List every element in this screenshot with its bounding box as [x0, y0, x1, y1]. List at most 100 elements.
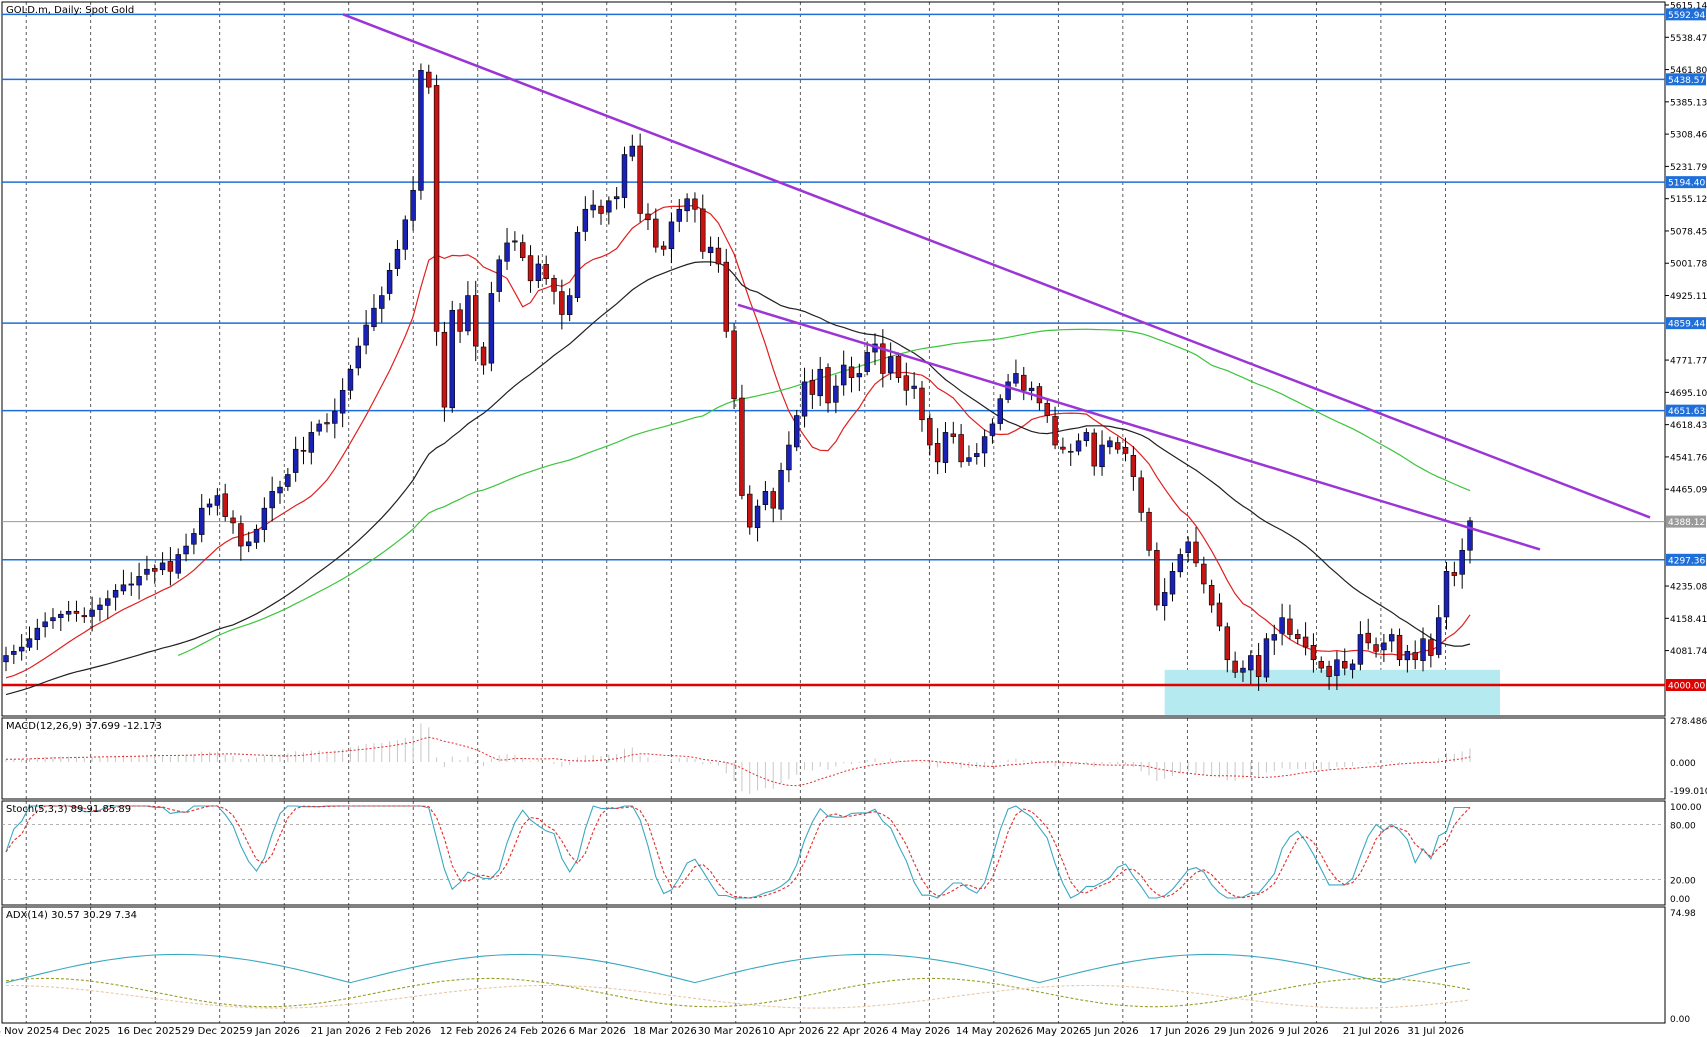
- candle-bear: [551, 278, 557, 292]
- y-tick-label: 4695.10: [1670, 389, 1707, 399]
- candle-bull: [856, 373, 863, 378]
- candle-bull: [198, 507, 205, 535]
- candle-bear: [426, 71, 432, 88]
- macd-panel[interactable]: [1, 717, 1666, 800]
- candle-bull: [386, 269, 393, 294]
- moving-averages: [5, 204, 1471, 696]
- x-tick-label: 29 Jun 2026: [1214, 1026, 1274, 1037]
- candle-bull: [590, 204, 596, 211]
- candle-bull: [613, 196, 620, 200]
- candle-bull: [684, 198, 690, 212]
- x-tick-label: 9 Jan 2026: [246, 1026, 300, 1037]
- candle-bull: [277, 486, 283, 494]
- candle-bull: [112, 589, 119, 598]
- candle-bull: [833, 385, 839, 403]
- candle-bull: [1248, 655, 1254, 671]
- candle-bull: [535, 263, 542, 281]
- x-tick-label: 6 Mar 2026: [569, 1026, 626, 1037]
- candle-bear: [700, 208, 706, 252]
- candle-bear: [950, 433, 957, 437]
- macd-title: MACD(12,26,9) 37.699 -12.173: [6, 721, 162, 732]
- adx-title: ADX(14) 30.57 30.29 7.34: [6, 910, 137, 921]
- candle-bear: [543, 264, 549, 280]
- candle-bull: [1404, 651, 1411, 661]
- minus-di-line: [6, 984, 1471, 1009]
- candle-bear: [598, 205, 604, 214]
- candle-bear: [1318, 660, 1324, 669]
- candle-bear: [81, 615, 88, 618]
- candle-bull: [18, 646, 25, 652]
- y-tick-label: 5231.79: [1670, 163, 1707, 173]
- price-labels: 5592.94 5438.57 5194.40 4859.44 4651.63 4297.…: [1666, 8, 1706, 692]
- candle-bear: [919, 387, 925, 421]
- candle-bull: [817, 368, 823, 397]
- candle-bear: [958, 434, 964, 463]
- candle-bear: [1208, 585, 1215, 606]
- x-tick-label: 22 Apr 2026: [827, 1026, 889, 1037]
- candle-bear: [1302, 636, 1309, 648]
- x-tick-label: 9 Jul 2026: [1278, 1026, 1328, 1037]
- candle-bear: [473, 295, 479, 347]
- candle-bull: [504, 242, 510, 262]
- macd-tick: 278.486: [1670, 717, 1707, 727]
- candle-bear: [1342, 661, 1348, 669]
- main-panel[interactable]: [1, 1, 1666, 717]
- candle-bear: [1193, 541, 1199, 564]
- stoch-tick: 0.00: [1670, 895, 1690, 905]
- candle-bull: [1099, 444, 1105, 468]
- candle-bull: [974, 453, 980, 457]
- candle-bull: [1177, 554, 1184, 573]
- candle-bear: [324, 422, 330, 425]
- candle-bull: [1083, 432, 1090, 442]
- y-tick-label: 5615.14: [1670, 2, 1707, 12]
- candle-bear: [1091, 432, 1097, 467]
- trendlines[interactable]: [342, 13, 1651, 551]
- candle-bull: [269, 491, 275, 509]
- level-tag-text: 4000.00: [1668, 682, 1705, 692]
- candle-bull: [512, 240, 518, 243]
- candle-bear: [1036, 386, 1043, 404]
- candle-bull: [159, 562, 166, 571]
- candle-bull: [1388, 634, 1395, 642]
- level-tag-text: 4859.44: [1668, 320, 1705, 330]
- x-tick-label: 21 Jul 2026: [1343, 1026, 1400, 1037]
- candle-bear: [747, 493, 753, 528]
- candle-bear: [1052, 416, 1058, 446]
- current-price-tag: [1666, 515, 1706, 528]
- candle-bear: [480, 346, 487, 366]
- level-tag: [1666, 176, 1706, 189]
- adx-indicator: 74.98 0.00: [5, 909, 1696, 1025]
- x-tick-label: 12 Feb 2026: [440, 1026, 502, 1037]
- candle-bull: [1435, 617, 1442, 655]
- candle-bear: [1310, 644, 1317, 661]
- candle-bull: [621, 154, 628, 198]
- candle-bear: [1154, 550, 1160, 606]
- horizontal-levels: [2, 13, 1665, 687]
- candle-bull: [1420, 638, 1426, 661]
- candle-bull: [966, 457, 972, 462]
- x-tick-label: 21 Jan 2026: [311, 1026, 371, 1037]
- candle-bear: [934, 443, 941, 463]
- candle-bear: [660, 245, 667, 250]
- candle-bull: [34, 627, 41, 640]
- y-tick-label: 4235.08: [1670, 583, 1707, 593]
- candle-bear: [433, 85, 440, 332]
- macd-tick: -199.010: [1670, 787, 1707, 797]
- y-tick-label: 5308.46: [1670, 131, 1707, 141]
- y-tick-label: 4771.77: [1670, 357, 1707, 367]
- x-tick-label: 24 Nov 2025: [0, 1026, 52, 1037]
- candle-bear: [731, 330, 737, 400]
- candle-bear: [809, 379, 816, 395]
- zone-rect: [1164, 669, 1500, 715]
- stoch-panel[interactable]: [1, 800, 1666, 906]
- candle-bear: [1216, 602, 1223, 627]
- candle-bull: [42, 621, 48, 628]
- candle-bull: [762, 491, 769, 505]
- candle-bull: [1349, 663, 1356, 670]
- x-tick-label: 4 May 2026: [891, 1026, 950, 1037]
- candle-bull: [754, 505, 761, 529]
- candle-bear: [167, 561, 174, 572]
- macd-tick: 0.000: [1670, 759, 1696, 769]
- stoch-tick: 100.00: [1670, 803, 1702, 813]
